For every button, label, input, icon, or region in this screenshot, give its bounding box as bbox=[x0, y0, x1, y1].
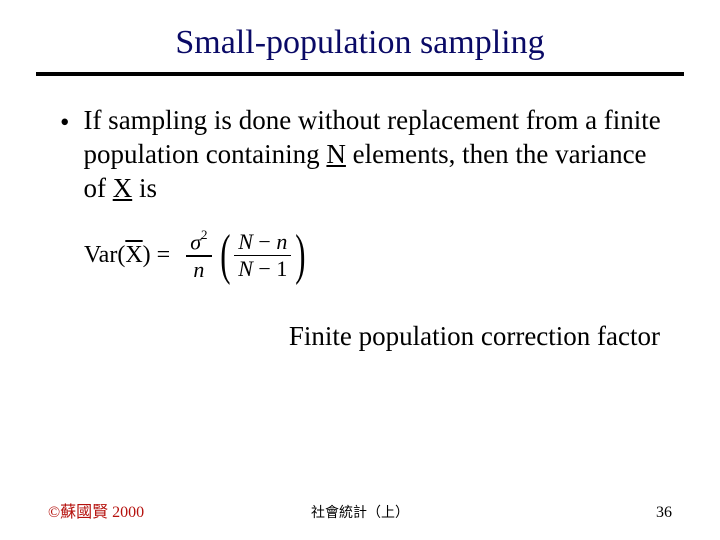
bullet-marker: • bbox=[60, 106, 69, 140]
copyright: ©蘇國賢 2000 bbox=[48, 498, 144, 522]
fraction-sigma-n: σ2 n bbox=[186, 228, 211, 283]
title-rule bbox=[36, 72, 684, 76]
bullet-text: If sampling is done without replacement … bbox=[83, 104, 672, 205]
fraction-fpc: N − n N − 1 bbox=[234, 229, 291, 283]
paren-group: ( N − n N − 1 ) bbox=[216, 229, 310, 283]
frac2-den: N − 1 bbox=[234, 256, 291, 282]
bullet-post: is bbox=[132, 173, 157, 203]
frac2-den-op: − bbox=[253, 256, 276, 281]
frac1-num: σ2 bbox=[186, 228, 211, 255]
close-eq: ) = bbox=[143, 242, 171, 269]
page-number: 36 bbox=[656, 504, 672, 522]
formula-container: Var(X) = σ2 n ( N − n N − 1 bbox=[48, 223, 672, 287]
sigma: σ bbox=[190, 229, 201, 254]
right-paren-icon: ) bbox=[296, 233, 306, 278]
bullet-N: N bbox=[326, 139, 346, 169]
var-label: Var( bbox=[84, 242, 125, 269]
fpc-label: Finite population correction factor bbox=[48, 321, 672, 352]
x-bar: X bbox=[125, 242, 142, 269]
frac2-num-b: n bbox=[276, 229, 287, 254]
bullet-item: • If sampling is done without replacemen… bbox=[48, 104, 672, 205]
slide: Small-population sampling • If sampling … bbox=[0, 0, 720, 540]
bullet-X: X bbox=[113, 173, 133, 203]
frac2-den-a: N bbox=[238, 256, 253, 281]
formula-lhs: Var(X) = bbox=[84, 242, 170, 269]
frac1-den: n bbox=[189, 257, 208, 283]
slide-title: Small-population sampling bbox=[48, 24, 672, 62]
left-paren-icon: ( bbox=[220, 233, 230, 278]
footer-center: 社會統計（上） bbox=[311, 502, 409, 522]
frac2-den-b: 1 bbox=[276, 256, 287, 281]
frac2-num-a: N bbox=[238, 229, 253, 254]
sigma-exp: 2 bbox=[201, 227, 208, 242]
frac2-num: N − n bbox=[234, 229, 291, 255]
variance-formula: Var(X) = σ2 n ( N − n N − 1 bbox=[84, 223, 310, 287]
frac2-num-op: − bbox=[253, 229, 276, 254]
